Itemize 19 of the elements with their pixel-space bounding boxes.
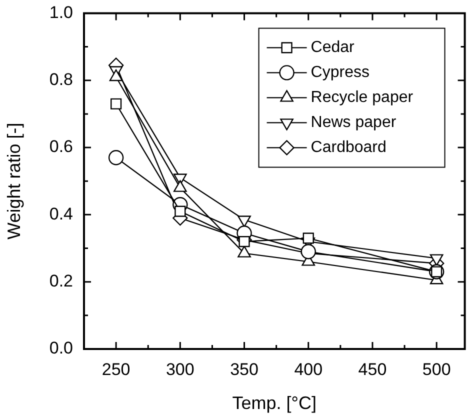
x-tick-label: 400: [294, 360, 323, 379]
y-axis-title: Weight ratio [-]: [4, 122, 24, 240]
legend-label: News paper: [310, 114, 397, 132]
x-tick-label: 300: [166, 360, 194, 379]
legend-label: Recycle paper: [310, 89, 414, 106]
y-tick-label: 0.2: [49, 272, 73, 291]
x-tick-label: 250: [102, 360, 130, 379]
x-axis-title: Temp. [°C]: [232, 393, 317, 414]
x-tick-label: 450: [358, 360, 387, 379]
legend-label: Cypress: [310, 64, 370, 82]
x-tick-label: 500: [422, 360, 451, 379]
legend-label: Cardboard: [310, 139, 386, 156]
text: 0.0: [49, 338, 73, 358]
x-tick-label: 350: [230, 360, 258, 379]
y-tick-label: 0.8: [49, 70, 73, 90]
y-tick-label: 0.4: [49, 204, 73, 224]
y-tick-label: 0.6: [49, 137, 73, 156]
text: 1.0: [49, 2, 73, 22]
legend-label: Cedar: [310, 39, 356, 56]
